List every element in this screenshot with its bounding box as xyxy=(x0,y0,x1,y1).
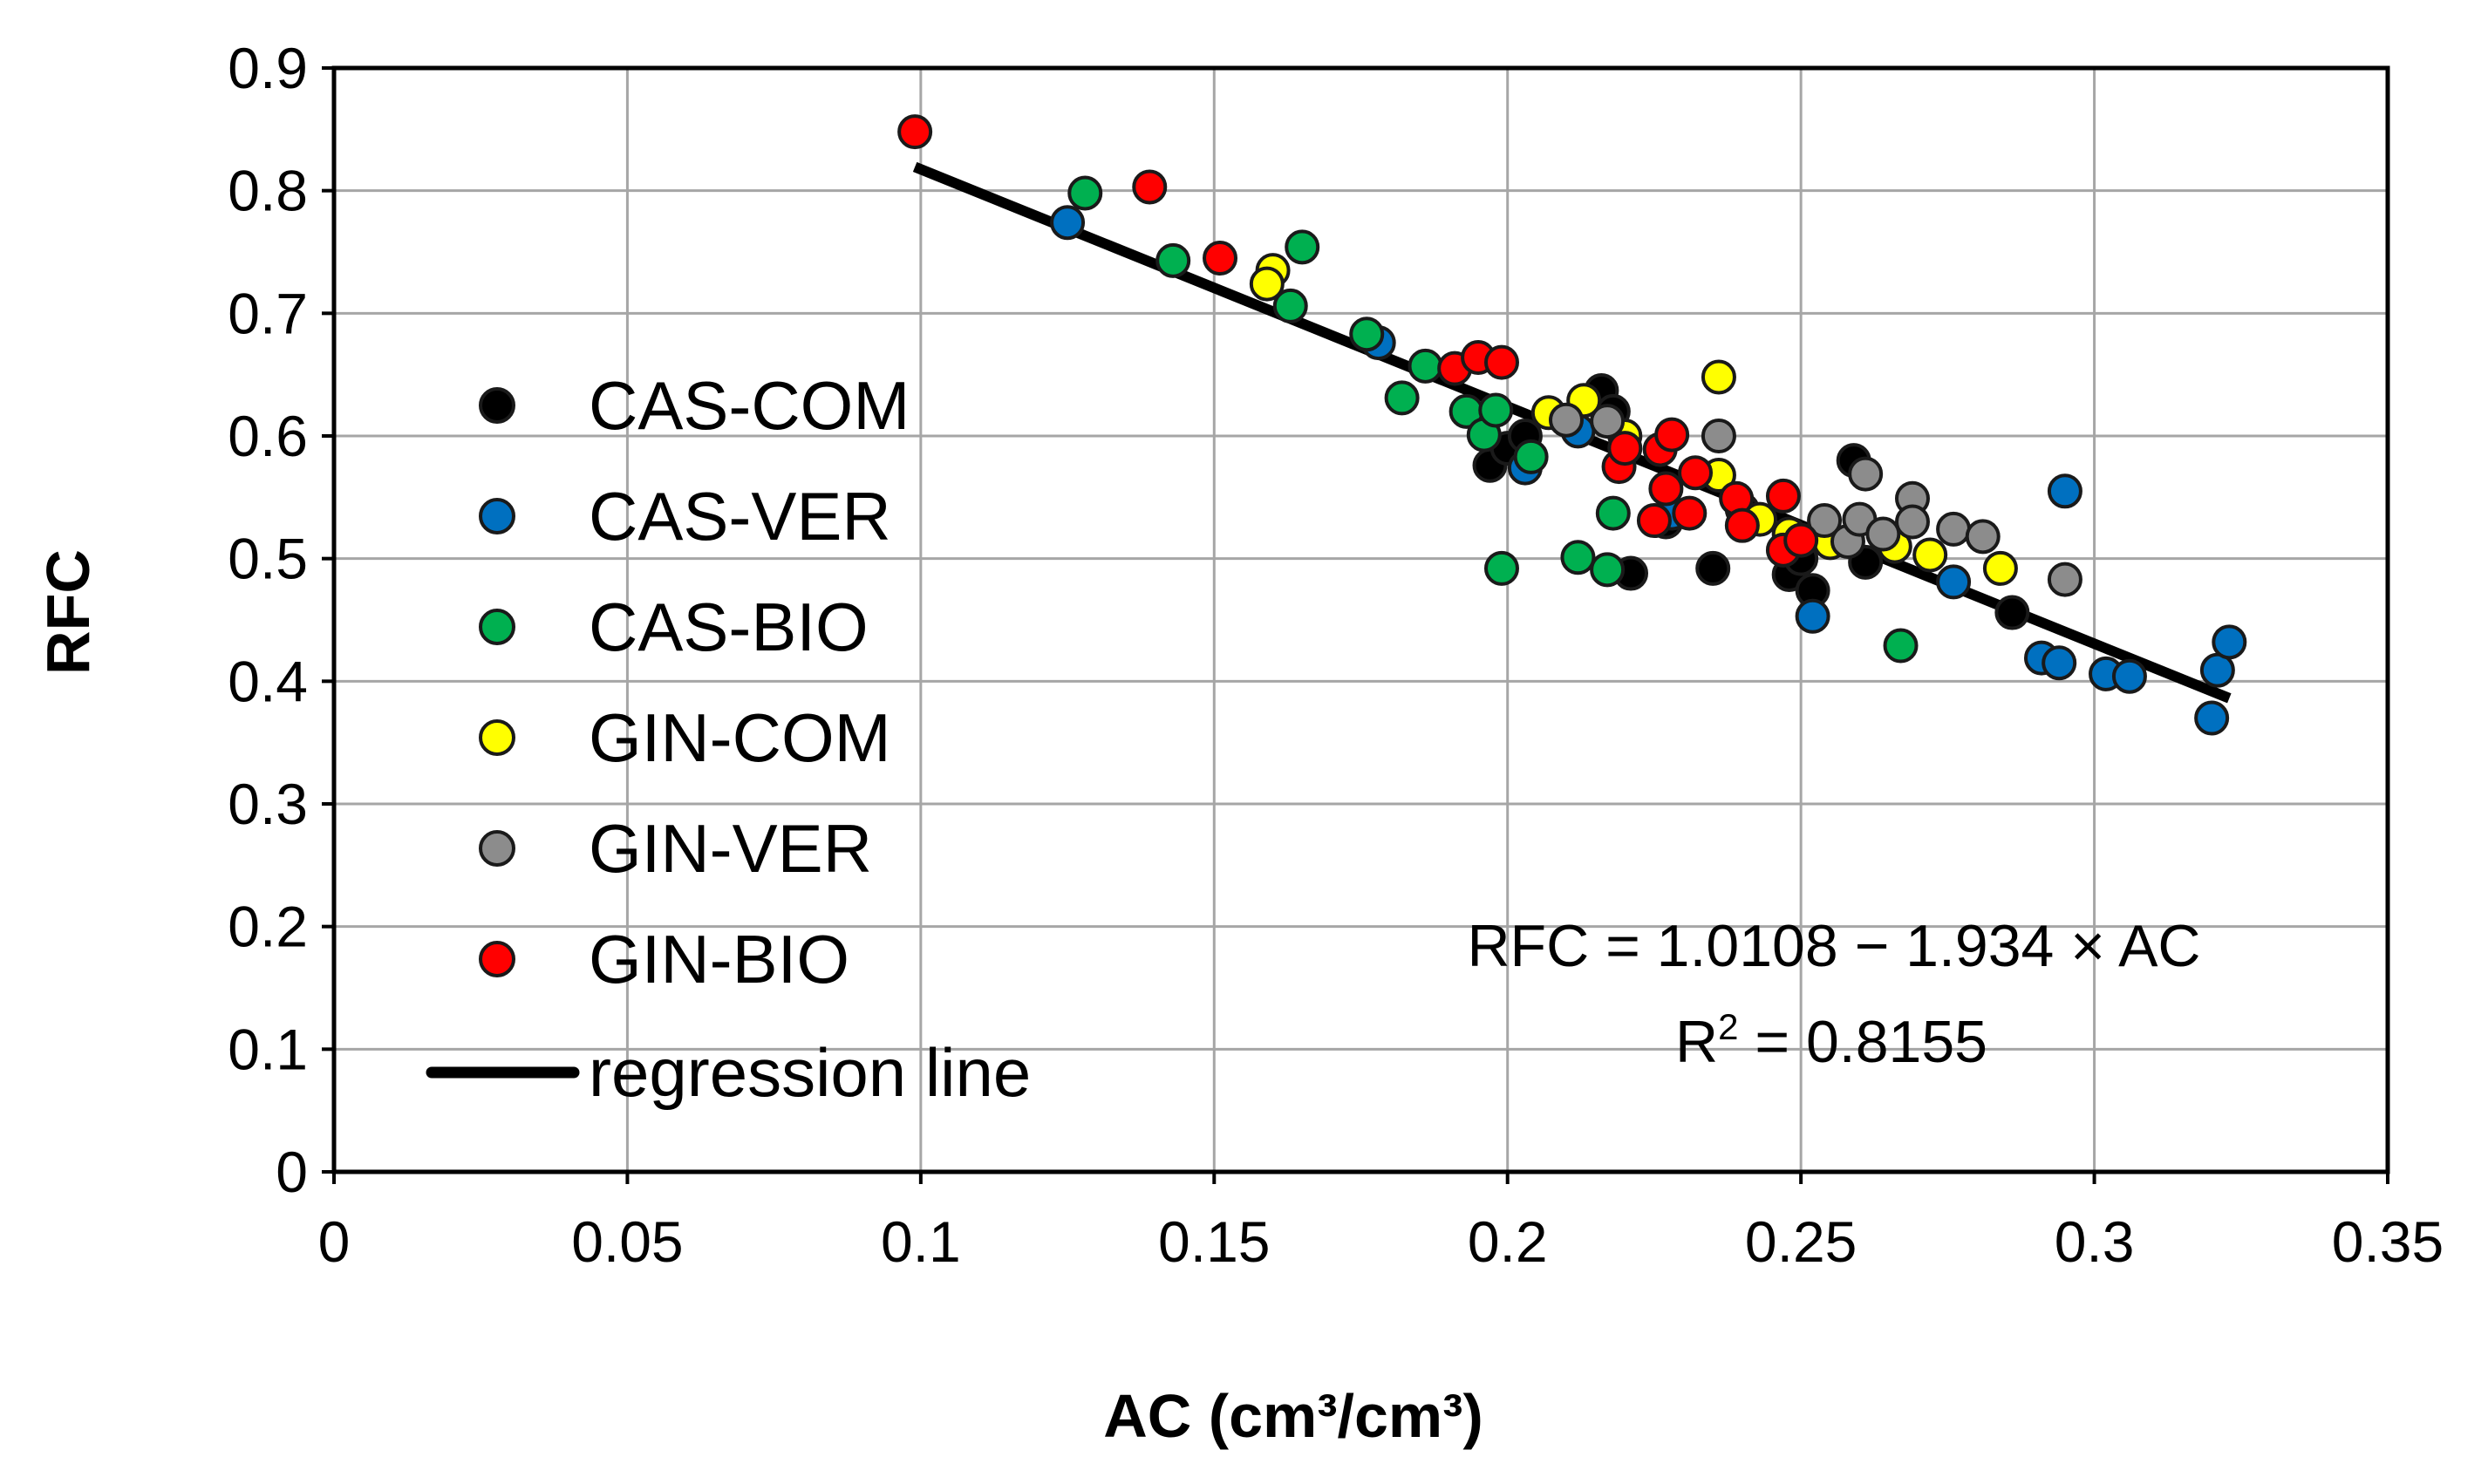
x-tick-label: 0 xyxy=(318,1209,351,1274)
y-tick-label: 0.9 xyxy=(228,36,308,100)
point-gin-bio xyxy=(1724,507,1760,543)
point-cas-ver xyxy=(2111,658,2147,694)
plot-frame xyxy=(331,65,2390,1174)
y-tick-label: 0.6 xyxy=(228,404,308,468)
legend-marker-gin-ver xyxy=(479,830,515,867)
point-cas-ver xyxy=(1936,564,1972,600)
point-cas-bio xyxy=(1384,380,1420,416)
point-gin-bio xyxy=(1636,503,1672,539)
point-cas-ver xyxy=(2047,473,2082,509)
legend-marker-cas-com xyxy=(479,387,515,424)
grid xyxy=(334,68,2388,1172)
y-axis-ticks: 0 0.1 0.2 0.3 0.4 0.5 0.6 0.7 0.8 0.9 xyxy=(228,36,334,1204)
x-tick-label: 0.2 xyxy=(1468,1209,1548,1274)
y-axis-title: RFC xyxy=(34,549,102,675)
y-tick-label: 0 xyxy=(276,1140,308,1204)
x-tick-label: 0.25 xyxy=(1745,1209,1857,1274)
y-tick-label: 0.5 xyxy=(228,527,308,591)
point-cas-bio xyxy=(1483,550,1519,586)
point-cas-ver xyxy=(1050,205,1086,241)
data-points xyxy=(897,114,2247,736)
point-gin-ver xyxy=(1549,402,1584,438)
point-gin-bio xyxy=(1672,495,1708,531)
y-tick-label: 0.7 xyxy=(228,281,308,345)
legend-label-cas-bio: CAS-BIO xyxy=(589,589,869,665)
point-gin-ver xyxy=(1865,516,1901,552)
point-cas-bio xyxy=(1513,439,1549,474)
legend-label-gin-com: GIN-COM xyxy=(589,699,891,776)
point-gin-ver xyxy=(2047,562,2082,597)
point-gin-com xyxy=(1912,537,1948,573)
point-cas-bio xyxy=(1408,348,1443,384)
r-squared-label: R2 = 0.8155 xyxy=(1675,1006,1987,1075)
legend: CAS-COM CAS-VER CAS-BIO GIN-COM GIN-VER GIN-B… xyxy=(426,367,1031,1111)
point-cas-ver xyxy=(2042,645,2077,681)
r-squared-superscript: 2 xyxy=(1718,1006,1738,1047)
point-gin-bio xyxy=(1678,455,1714,491)
point-cas-bio xyxy=(1349,317,1385,352)
legend-marker-gin-com xyxy=(479,719,515,756)
point-cas-bio xyxy=(1155,242,1191,278)
point-gin-ver xyxy=(1936,511,1972,547)
x-tick-label: 0.15 xyxy=(1158,1209,1270,1274)
point-gin-bio xyxy=(897,114,933,150)
r-squared-prefix: R xyxy=(1675,1009,1718,1075)
x-tick-label: 0.35 xyxy=(2332,1209,2444,1274)
y-tick-label: 0.3 xyxy=(228,772,308,836)
point-gin-bio xyxy=(1132,169,1168,205)
point-cas-bio xyxy=(1067,175,1103,211)
point-cas-com xyxy=(1695,550,1731,586)
point-gin-bio xyxy=(1483,344,1519,380)
point-gin-bio xyxy=(1203,241,1238,276)
r-squared-value: = 0.8155 xyxy=(1738,1009,1987,1075)
legend-marker-cas-ver xyxy=(479,498,515,534)
point-gin-bio xyxy=(1607,431,1643,466)
point-gin-ver xyxy=(1807,503,1843,539)
y-tick-label: 0.4 xyxy=(228,649,308,713)
point-gin-ver xyxy=(1590,404,1626,439)
y-tick-label: 0.8 xyxy=(228,159,308,223)
plot-area-border xyxy=(331,65,2390,1174)
y-tick-label: 0.2 xyxy=(228,895,308,959)
point-cas-bio xyxy=(1883,628,1919,664)
point-gin-com xyxy=(1701,359,1736,395)
point-gin-ver xyxy=(1894,504,1930,540)
legend-marker-cas-bio xyxy=(479,609,515,645)
legend-marker-gin-bio xyxy=(479,941,515,977)
point-gin-ver xyxy=(1701,419,1736,453)
point-cas-bio xyxy=(1560,540,1596,575)
point-cas-ver xyxy=(1795,598,1830,634)
point-cas-bio xyxy=(1590,552,1626,588)
x-tick-label: 0.05 xyxy=(571,1209,683,1274)
point-cas-bio xyxy=(1285,229,1320,265)
legend-label-regression-line: regression line xyxy=(589,1034,1031,1111)
y-tick-label: 0.1 xyxy=(228,1017,308,1081)
point-cas-ver xyxy=(2194,700,2230,736)
point-gin-com xyxy=(1982,550,2018,586)
point-gin-ver xyxy=(1848,456,1884,492)
point-gin-com xyxy=(1249,266,1285,302)
point-gin-ver xyxy=(1965,519,2001,555)
x-axis-title: AC (cm³/cm³) xyxy=(1103,1382,1483,1450)
point-cas-ver xyxy=(2212,624,2247,660)
point-gin-bio xyxy=(1648,471,1684,507)
point-cas-bio xyxy=(1478,392,1514,428)
regression-equation: RFC = 1.0108 − 1.934 × AC xyxy=(1467,913,2200,979)
legend-label-cas-ver: CAS-VER xyxy=(589,478,891,555)
point-gin-bio xyxy=(1783,522,1819,558)
point-gin-bio xyxy=(1654,417,1690,453)
point-cas-com xyxy=(1994,595,2030,630)
x-tick-label: 0.3 xyxy=(2055,1209,2135,1274)
legend-label-gin-ver: GIN-VER xyxy=(589,810,872,887)
legend-label-cas-com: CAS-COM xyxy=(589,367,910,444)
legend-label-gin-bio: GIN-BIO xyxy=(589,921,849,997)
point-gin-bio xyxy=(1765,478,1801,514)
x-tick-label: 0.1 xyxy=(881,1209,961,1274)
x-axis-ticks: 0 0.05 0.1 0.15 0.2 0.25 0.3 0.35 xyxy=(318,1172,2444,1274)
point-cas-bio xyxy=(1272,288,1308,323)
point-cas-bio xyxy=(1595,495,1631,531)
